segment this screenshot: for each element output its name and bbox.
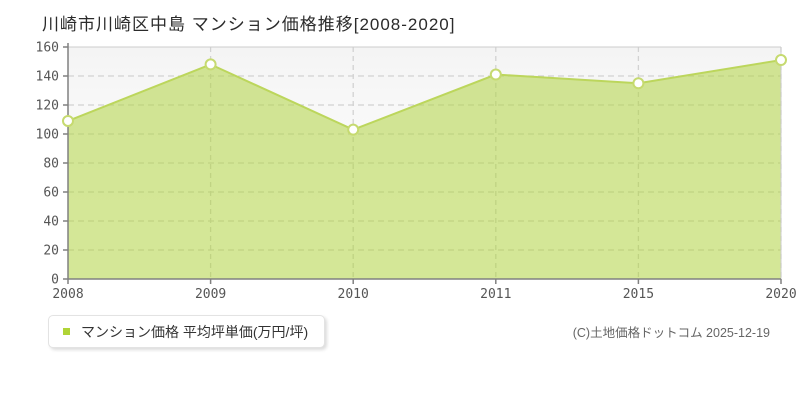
x-tick-label-2010: 2010 [338,287,369,302]
y-tick-label-80: 80 [43,157,59,172]
data-point-2020 [775,54,787,67]
data-point-2015 [632,77,645,90]
series-line [67,59,782,131]
y-tick-label-100: 100 [36,128,59,143]
legend-label: マンション価格 平均坪単価(万円/坪) [81,323,309,340]
x-tick-label-2009: 2009 [195,287,226,302]
series-area [68,60,781,279]
legend: マンション価格 平均坪単価(万円/坪) [48,315,326,348]
data-point-2010 [347,123,360,136]
x-tick-label-2008: 2008 [52,287,83,302]
y-tick-label-60: 60 [43,186,59,201]
copyright-text: (C)土地価格ドットコム 2025-12-19 [572,326,770,340]
y-tick-label-160: 160 [36,41,59,56]
y-tick-label-140: 140 [36,70,59,85]
chart-title: 川崎市川崎区中島 マンション価格推移[2008-2020] [42,15,456,34]
x-tick-label-2020: 2020 [765,287,796,302]
y-tick-label-40: 40 [43,215,59,230]
x-tick-label-2011: 2011 [480,287,511,302]
data-point-2008 [62,114,74,127]
data-point-2009 [204,58,217,71]
y-tick-label-20: 20 [43,244,59,259]
legend-marker-square [63,328,70,335]
data-point-2011 [489,68,502,81]
x-tick-label-2015: 2015 [623,287,654,302]
y-tick-label-120: 120 [36,99,59,114]
y-tick-label-0: 0 [51,273,59,288]
